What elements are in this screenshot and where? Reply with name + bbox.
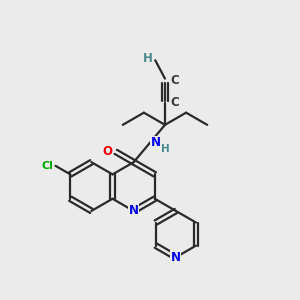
Text: N: N	[151, 136, 161, 149]
Text: Cl: Cl	[41, 161, 53, 171]
Text: N: N	[129, 204, 139, 218]
Text: O: O	[103, 145, 113, 158]
Text: H: H	[160, 144, 169, 154]
Text: C: C	[170, 96, 179, 110]
Text: C: C	[170, 74, 179, 88]
Text: N: N	[171, 251, 181, 264]
Text: H: H	[142, 52, 152, 65]
